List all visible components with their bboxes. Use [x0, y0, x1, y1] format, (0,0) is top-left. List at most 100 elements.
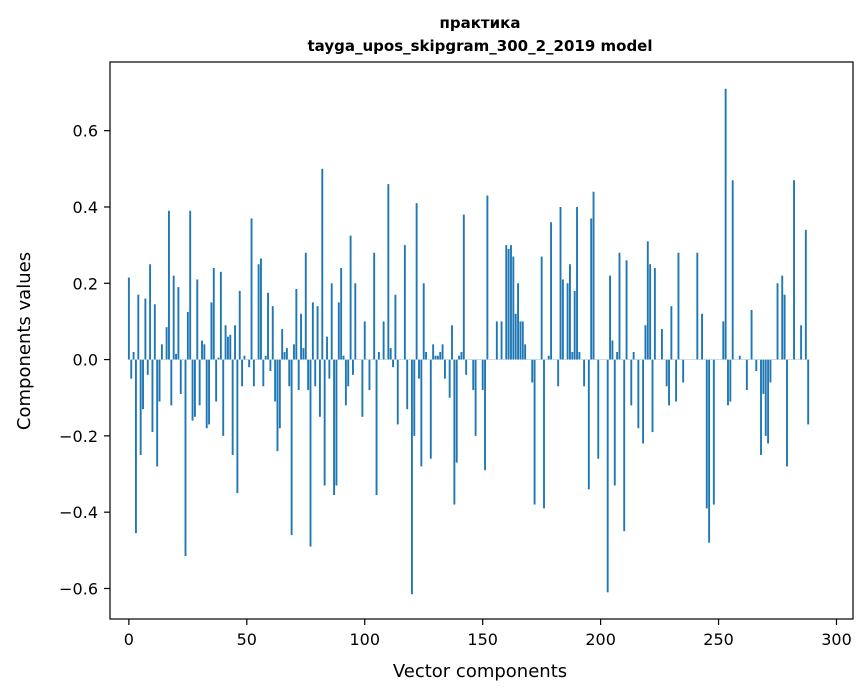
- bar: [512, 256, 515, 360]
- bar: [236, 359, 239, 494]
- bar: [137, 294, 140, 360]
- bar: [675, 359, 678, 402]
- bar: [311, 302, 314, 360]
- bar: [781, 275, 784, 360]
- bar: [160, 344, 163, 360]
- bar: [434, 355, 437, 360]
- bar: [288, 359, 291, 387]
- bar: [481, 359, 484, 391]
- bar: [210, 302, 213, 360]
- bar: [559, 206, 562, 360]
- bar: [295, 289, 298, 360]
- x-tick-label: 200: [585, 630, 616, 649]
- bar: [262, 359, 265, 387]
- y-axis-label: Components values: [14, 252, 35, 430]
- bar: [587, 359, 590, 490]
- bar: [573, 290, 576, 360]
- bar: [144, 298, 147, 360]
- x-tick-label: 250: [703, 630, 734, 649]
- bar: [550, 222, 553, 360]
- bar: [335, 359, 338, 486]
- bar: [222, 359, 225, 436]
- bar: [616, 351, 619, 360]
- bar: [762, 359, 765, 394]
- bar: [701, 313, 703, 360]
- bar: [505, 245, 508, 360]
- bar: [547, 355, 550, 360]
- y-tick-label: −0.4: [59, 503, 98, 522]
- bar: [651, 359, 654, 433]
- bar: [623, 359, 626, 532]
- bar: [283, 351, 286, 360]
- bar: [724, 88, 727, 360]
- bar: [729, 359, 732, 402]
- bar: [321, 168, 324, 360]
- bars-group: [127, 88, 810, 595]
- bar: [248, 359, 251, 368]
- bar: [696, 252, 699, 360]
- bar: [198, 359, 201, 406]
- bar: [543, 359, 545, 509]
- bar: [410, 359, 413, 595]
- bar: [576, 206, 578, 360]
- bar: [354, 283, 357, 360]
- x-axis-label: Vector components: [393, 661, 567, 682]
- bar: [142, 359, 144, 410]
- bar: [135, 359, 137, 534]
- bar: [352, 359, 354, 375]
- bar: [158, 359, 161, 402]
- bar: [418, 359, 420, 379]
- bar: [670, 306, 673, 360]
- bar: [344, 359, 347, 406]
- bar: [196, 279, 199, 360]
- bar: [231, 359, 234, 455]
- bar: [179, 359, 182, 394]
- bar: [769, 359, 772, 383]
- bar: [271, 306, 274, 360]
- bar: [373, 252, 376, 360]
- bar: [375, 359, 378, 496]
- bar: [156, 359, 159, 467]
- bar: [396, 359, 399, 425]
- bar: [439, 351, 442, 360]
- bar: [340, 268, 343, 360]
- bar: [533, 359, 536, 505]
- bar: [420, 359, 423, 467]
- bar: [229, 334, 232, 360]
- bar: [368, 359, 371, 391]
- bar: [302, 348, 305, 360]
- bar: [326, 336, 328, 360]
- y-tick-label: −0.2: [59, 427, 98, 446]
- bar: [208, 359, 211, 425]
- bar: [682, 359, 685, 383]
- x-tick-label: 50: [237, 630, 257, 649]
- bar: [274, 359, 277, 402]
- bar: [330, 283, 333, 360]
- chart-subtitle: tayga_upos_skipgram_300_2_2019 model: [308, 37, 653, 55]
- bar: [804, 229, 807, 360]
- bar: [451, 325, 453, 360]
- bar: [611, 340, 614, 360]
- bar: [486, 195, 489, 360]
- bar: [738, 355, 741, 360]
- bar: [745, 359, 748, 391]
- bar: [403, 245, 406, 360]
- bar: [309, 359, 312, 547]
- bar: [630, 359, 633, 406]
- bar: [151, 359, 154, 433]
- bar: [193, 359, 196, 417]
- bar: [165, 327, 168, 360]
- x-tick-label: 0: [124, 630, 134, 649]
- bar: [392, 359, 394, 368]
- bar: [215, 359, 218, 402]
- bar: [234, 325, 236, 360]
- bar: [462, 214, 465, 360]
- bar: [455, 359, 458, 463]
- bar: [495, 321, 498, 360]
- bar: [219, 271, 222, 360]
- bar: [448, 359, 451, 398]
- y-tick-label: 0.6: [73, 122, 98, 141]
- bar: [361, 359, 364, 417]
- bar: [394, 294, 397, 360]
